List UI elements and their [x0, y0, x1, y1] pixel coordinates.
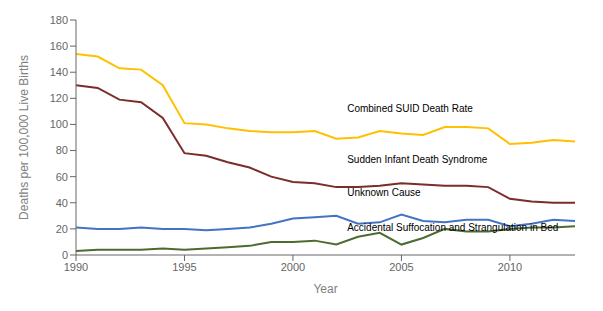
svg-text:2005: 2005 [389, 261, 413, 273]
svg-text:Unknown Cause: Unknown Cause [347, 187, 421, 198]
svg-text:1990: 1990 [64, 261, 88, 273]
svg-text:2010: 2010 [498, 261, 522, 273]
svg-text:40: 40 [56, 197, 68, 209]
svg-text:140: 140 [50, 66, 68, 78]
svg-text:Accidental Suffocation and Str: Accidental Suffocation and Strangulation… [347, 222, 558, 233]
svg-text:Combined SUID Death Rate: Combined SUID Death Rate [347, 103, 473, 114]
svg-text:20: 20 [56, 223, 68, 235]
svg-text:0: 0 [62, 249, 68, 261]
svg-text:160: 160 [50, 40, 68, 52]
svg-text:60: 60 [56, 171, 68, 183]
svg-text:Year: Year [313, 282, 337, 296]
svg-text:80: 80 [56, 144, 68, 156]
svg-text:180: 180 [50, 14, 68, 26]
svg-text:120: 120 [50, 92, 68, 104]
svg-text:1995: 1995 [172, 261, 196, 273]
svg-text:Deaths per 100,000 Live Births: Deaths per 100,000 Live Births [17, 55, 31, 220]
svg-text:100: 100 [50, 118, 68, 130]
svg-text:2000: 2000 [281, 261, 305, 273]
svg-text:Sudden Infant Death Syndrome: Sudden Infant Death Syndrome [347, 154, 488, 165]
